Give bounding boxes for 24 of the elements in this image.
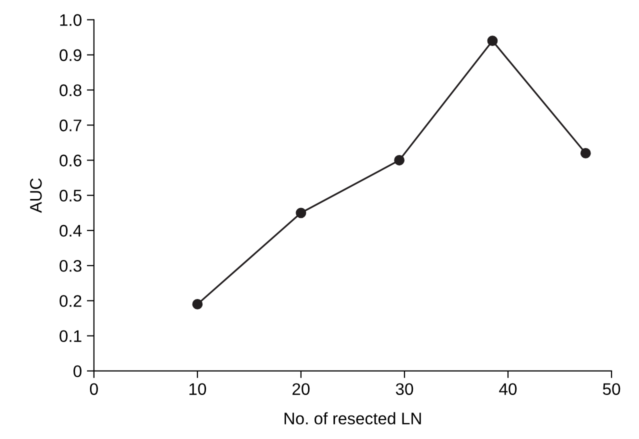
x-tick-label: 40 — [499, 383, 517, 396]
point — [296, 208, 306, 218]
x-tick-label: 10 — [189, 383, 206, 396]
y-tick-label: 0.4 — [60, 224, 82, 237]
x-tick-label: 20 — [292, 383, 310, 396]
point — [487, 36, 498, 46]
y-tick-label: 0.8 — [60, 84, 82, 96]
x-axis-title: No. of resected LN — [284, 412, 421, 424]
y-tick-label: 0.6 — [60, 154, 82, 166]
y-tick-label: 0.2 — [60, 295, 82, 307]
point — [580, 148, 591, 158]
x-tick-label: 0 — [90, 383, 98, 396]
y-tick-label: 0.7 — [60, 120, 82, 132]
y-tick-label: 0.9 — [60, 49, 82, 62]
point — [394, 155, 405, 166]
x-tick-label: 30 — [396, 383, 414, 396]
y-tick-label: 0.5 — [60, 190, 82, 202]
y-tick-label: 0.3 — [60, 260, 82, 272]
y-tick-label: 1.0 — [60, 14, 82, 26]
y-tick-label: 0.1 — [60, 330, 82, 342]
x-tick-label: 50 — [602, 383, 620, 396]
point — [192, 299, 203, 310]
y-tick-label: 0 — [74, 365, 82, 378]
y-axis-title: AUC — [30, 178, 42, 213]
